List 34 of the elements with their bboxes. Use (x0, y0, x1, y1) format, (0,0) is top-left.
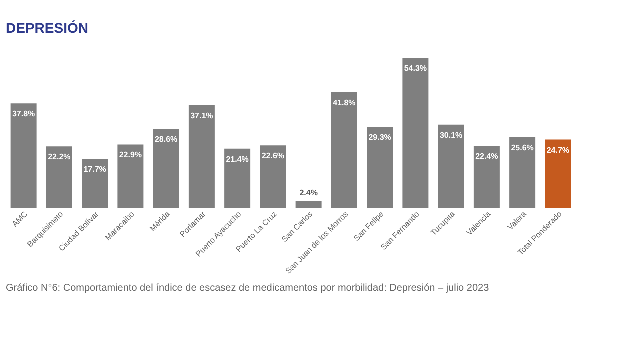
data-label: 22.4% (476, 152, 498, 162)
data-label: 17.7% (84, 165, 106, 174)
text: Gráfico N°6: Comportamiento del índice de escasez de medicamentos por morbilidad: Depresión – julio 2023 (6, 283, 490, 294)
bar (296, 201, 322, 208)
data-label: 24.7% (546, 146, 570, 155)
data-label: 37.1% (190, 112, 214, 121)
data-label: 37.8% (12, 110, 36, 119)
data-label: 22.6% (262, 152, 285, 161)
data-label: 21.4% (226, 154, 249, 164)
data-label: 22.2% (48, 152, 71, 162)
data-label: 54.3% (404, 64, 428, 73)
bar (260, 146, 286, 208)
bar (510, 137, 536, 208)
bar (118, 144, 144, 208)
bar (10, 104, 37, 208)
data-label: 30.1% (440, 130, 463, 140)
data-label: 28.6% (154, 134, 178, 144)
data-label: 2.4% (300, 188, 318, 198)
bar (402, 58, 429, 208)
bar (474, 146, 500, 208)
bar (82, 159, 108, 208)
bar (153, 128, 180, 208)
data-label: 25.6% (511, 143, 534, 152)
data-label: 22.9% (119, 150, 142, 160)
bar (46, 146, 72, 208)
bar (367, 127, 394, 208)
bar (188, 106, 215, 208)
bar (224, 148, 251, 208)
data-label: 41.8% (333, 98, 356, 108)
data-label: 29.3% (368, 133, 392, 142)
chart-title: DEPRESIÓN (6, 20, 88, 36)
bar (545, 140, 572, 208)
bar (438, 124, 464, 208)
bar (331, 92, 358, 208)
